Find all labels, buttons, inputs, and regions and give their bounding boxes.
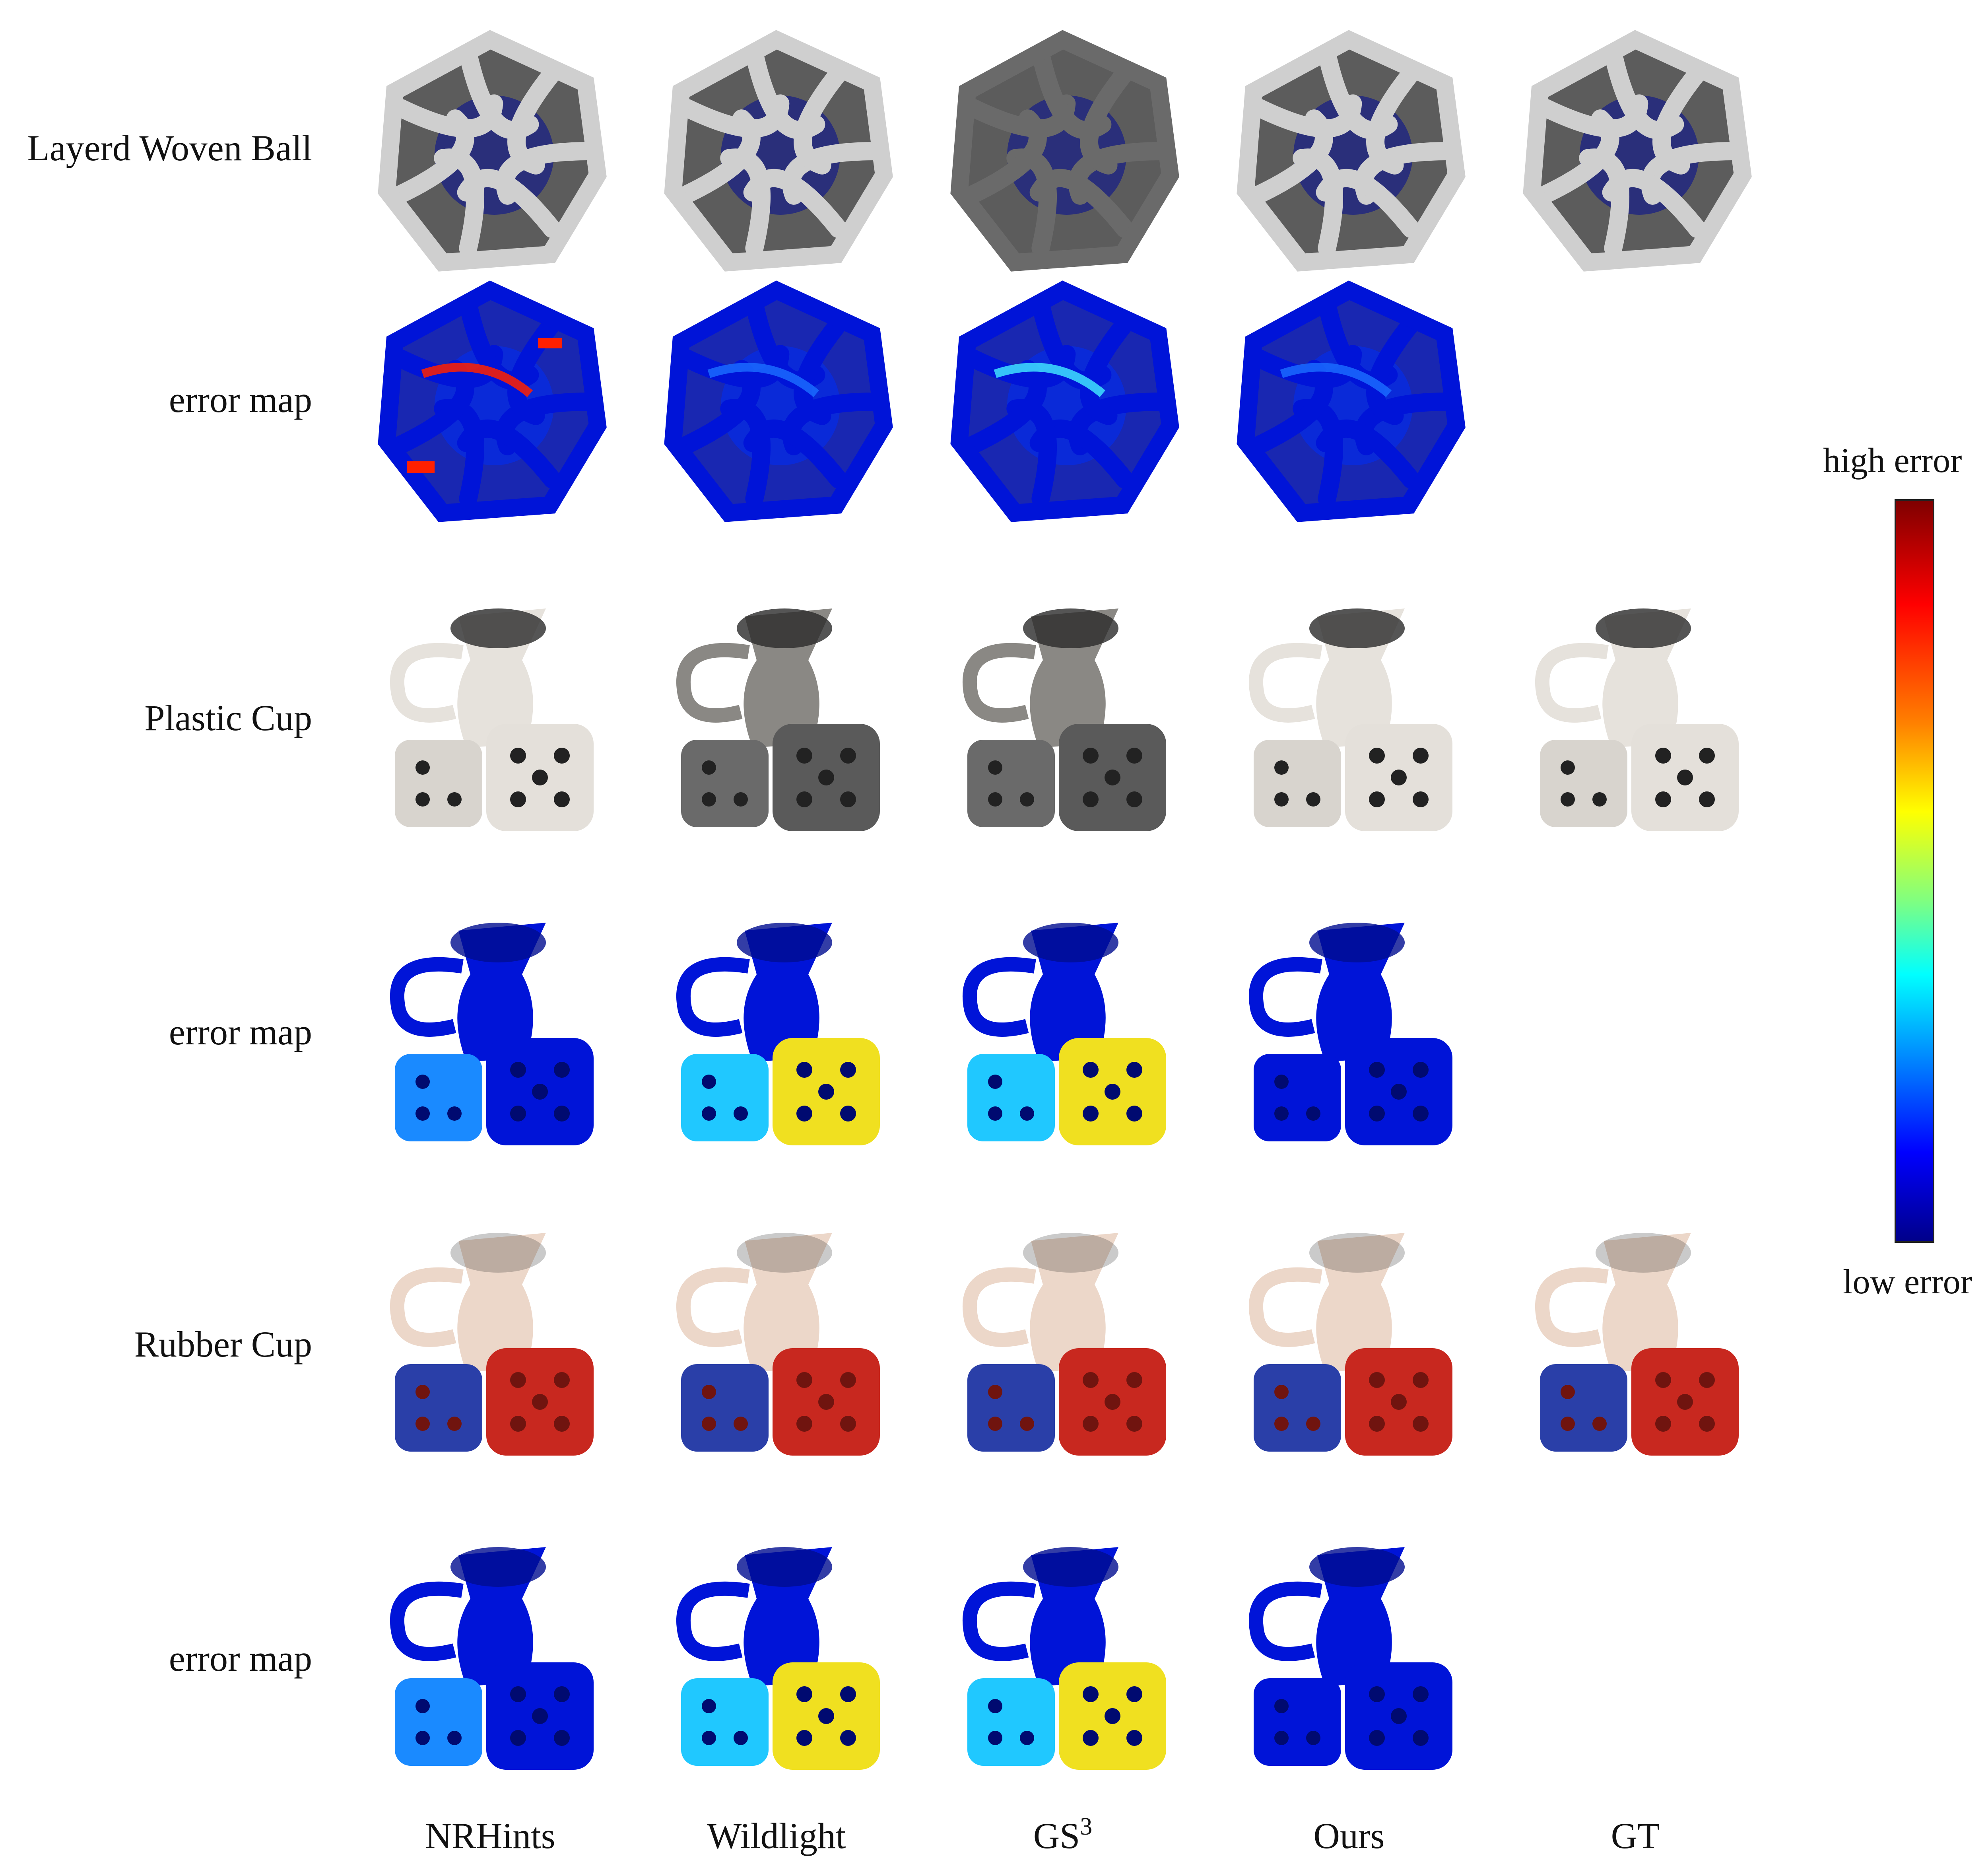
error-image-rubber-ours [1222, 1531, 1476, 1786]
render-image-rubber-ours [1222, 1217, 1476, 1471]
col-label-ours: Ours [1313, 1815, 1385, 1856]
error-image-ball-gs [936, 274, 1190, 529]
render-image-ball-ours [1222, 24, 1476, 278]
error-image-rubber-wildlight [649, 1531, 904, 1786]
render-image-ball-gs [936, 24, 1190, 278]
error-image-ball-ours [1222, 274, 1476, 529]
row-label-error-map-3: error map [169, 1638, 312, 1679]
render-image-rubber-nrhints [363, 1217, 617, 1471]
error-image-plastic-ours [1222, 907, 1476, 1161]
row-label-woven-ball: Layerd Woven Ball [27, 128, 312, 168]
row-label-error-map-2: error map [169, 1012, 312, 1052]
error-colorbar [1895, 499, 1934, 1243]
error-image-ball-nrhints [363, 274, 617, 529]
error-image-plastic-wildlight [649, 907, 904, 1161]
render-image-rubber-gs [936, 1217, 1190, 1471]
error-image-plastic-gs [936, 907, 1190, 1161]
error-image-rubber-nrhints [363, 1531, 617, 1786]
render-image-plastic-ours [1222, 593, 1476, 847]
row-label-rubber-cup: Rubber Cup [134, 1324, 312, 1365]
render-image-plastic-wildlight [649, 593, 904, 847]
error-image-ball-wildlight [649, 274, 904, 529]
colorbar-low-label: low error [1843, 1263, 1972, 1301]
error-image-rubber-gs [936, 1531, 1190, 1786]
row-label-plastic-cup: Plastic Cup [144, 698, 312, 738]
col-label-gs3: GS3 [1033, 1814, 1093, 1856]
render-image-ball-wildlight [649, 24, 904, 278]
render-image-ball-gt [1508, 24, 1763, 278]
col-label-nrhints: NRHints [425, 1815, 555, 1856]
gs-superscript: 3 [1080, 1813, 1093, 1840]
render-image-rubber-gt [1508, 1217, 1763, 1471]
render-image-rubber-wildlight [649, 1217, 904, 1471]
gs-label: GS [1033, 1815, 1080, 1856]
col-label-gt: GT [1611, 1815, 1660, 1856]
render-image-plastic-gt [1508, 593, 1763, 847]
render-image-plastic-gs [936, 593, 1190, 847]
render-image-plastic-nrhints [363, 593, 617, 847]
error-image-plastic-nrhints [363, 907, 617, 1161]
row-label-error-map-1: error map [169, 379, 312, 420]
colorbar-high-label: high error [1823, 441, 1962, 480]
col-label-wildlight: Wildlight [707, 1815, 846, 1856]
render-image-ball-nrhints [363, 24, 617, 278]
